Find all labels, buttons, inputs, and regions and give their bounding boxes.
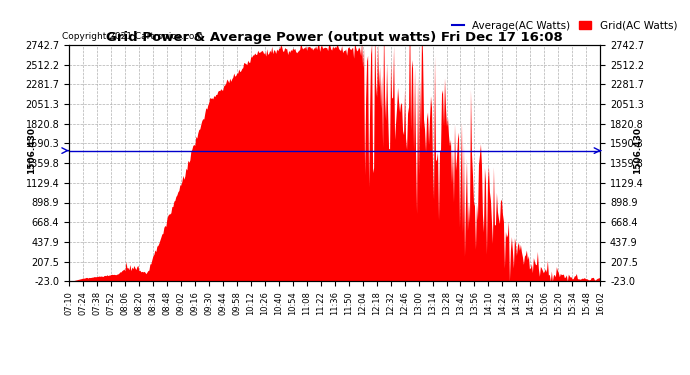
Legend: Average(AC Watts), Grid(AC Watts): Average(AC Watts), Grid(AC Watts) (447, 16, 681, 35)
Text: 1506.430: 1506.430 (28, 127, 37, 174)
Title: Grid Power & Average Power (output watts) Fri Dec 17 16:08: Grid Power & Average Power (output watts… (106, 31, 563, 44)
Text: Copyright 2021 Cartronics.com: Copyright 2021 Cartronics.com (62, 32, 204, 41)
Text: 1506.430: 1506.430 (633, 127, 642, 174)
